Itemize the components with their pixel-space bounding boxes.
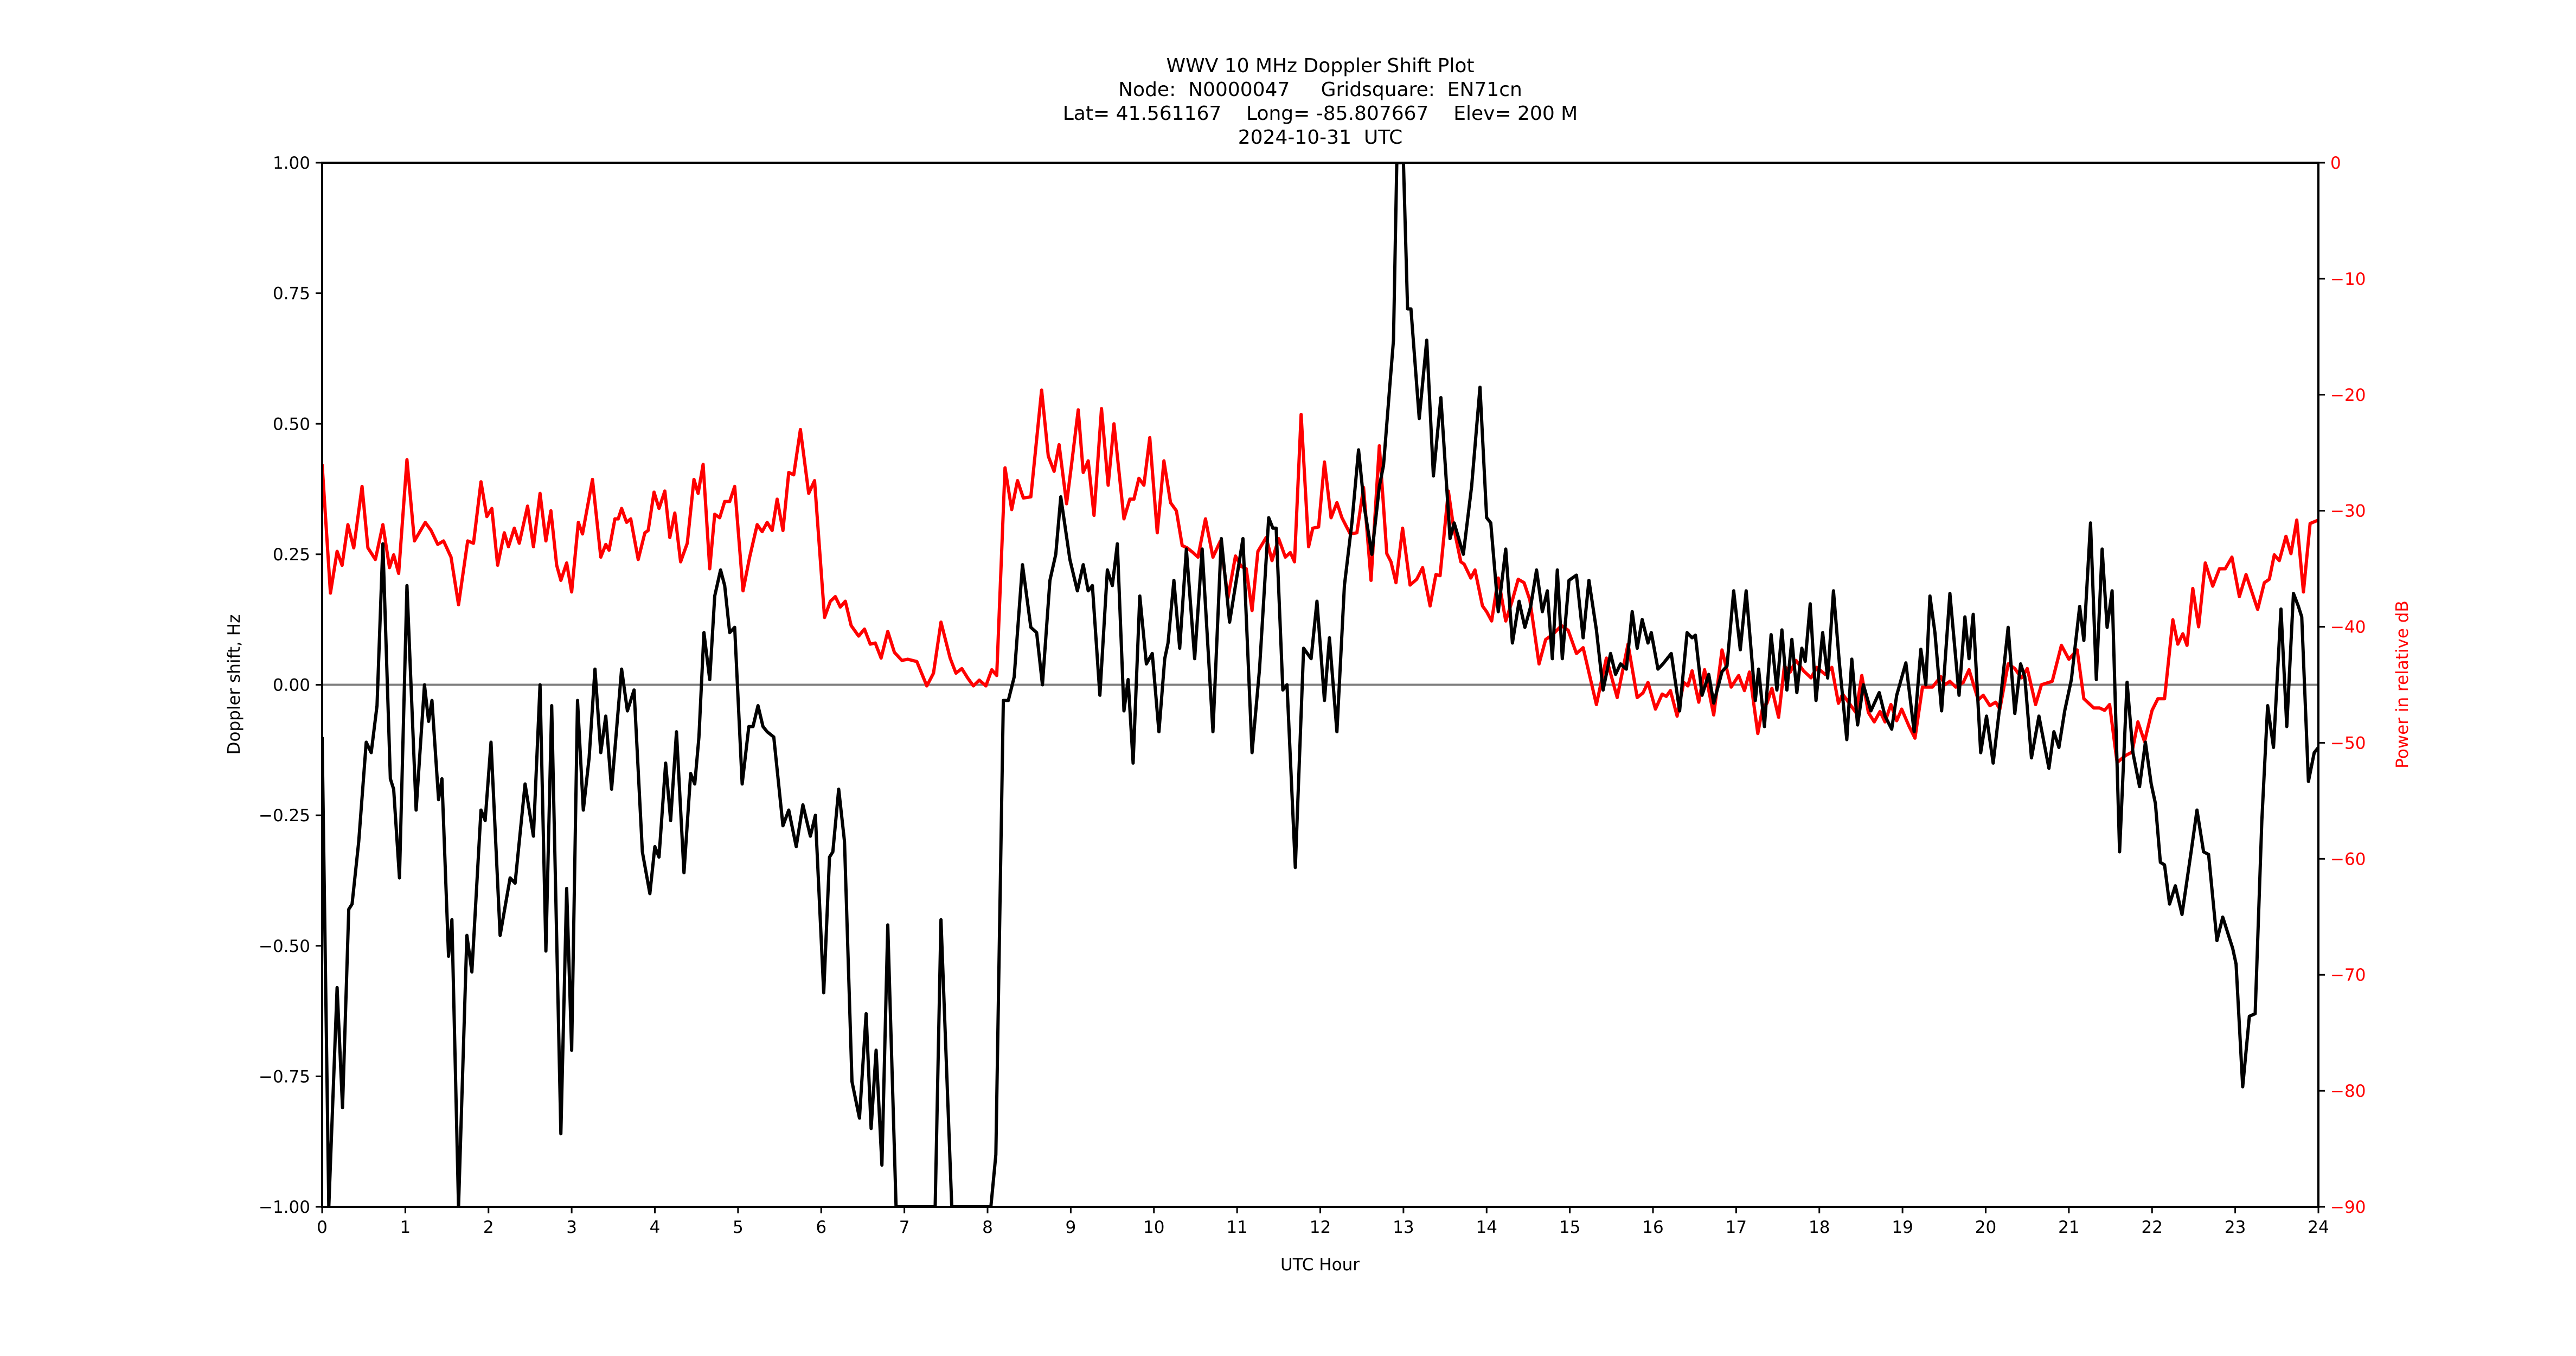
x-tick-label: 13 [1393, 1218, 1414, 1237]
x-tick-label: 21 [2058, 1218, 2079, 1237]
y2-tick-label: −90 [2330, 1198, 2366, 1217]
x-tick-label: 17 [1726, 1218, 1747, 1237]
power-series-line [322, 388, 2318, 764]
y2-tick-label: −30 [2330, 502, 2366, 521]
chart-title: WWV 10 MHz Doppler Shift Plot Node: N000… [322, 54, 2318, 150]
y2-tick-label: 0 [2330, 153, 2341, 173]
right-y-axis-label: Power in relative dB [2393, 600, 2412, 768]
y2-tick-label: −20 [2330, 386, 2366, 405]
y-tick-label: −0.75 [259, 1067, 310, 1086]
y-tick-label: 0.00 [273, 676, 310, 695]
y-tick-label: −0.50 [259, 937, 310, 956]
y-tick-label: 0.50 [273, 414, 310, 434]
x-tick-label: 22 [2142, 1218, 2163, 1237]
x-tick-label: 5 [733, 1218, 744, 1237]
title-node-gridsquare: Node: N0000047 Gridsquare: EN71cn [1118, 79, 1522, 101]
x-tick-label: 4 [650, 1218, 661, 1237]
x-tick-label: 1 [400, 1218, 411, 1237]
x-tick-label: 11 [1226, 1218, 1247, 1237]
doppler-series-line [322, 163, 2318, 1207]
title-location: Lat= 41.561167 Long= -85.807667 Elev= 20… [1062, 103, 1578, 125]
x-tick-label: 10 [1143, 1218, 1164, 1237]
x-tick-label: 20 [1975, 1218, 1996, 1237]
y2-tick-label: −80 [2330, 1082, 2366, 1101]
x-tick-label: 23 [2225, 1218, 2246, 1237]
x-tick-label: 8 [982, 1218, 993, 1237]
x-axis-ticks: 0 1 2 3 4 5 6 7 8 9 10 11 12 13 14 15 16 17 18 19 20 21 22 23 24 [317, 1207, 2329, 1237]
power-line [322, 388, 2318, 764]
y2-tick-label: −60 [2330, 849, 2366, 869]
y2-tick-label: −50 [2330, 733, 2366, 753]
y-tick-label: 0.75 [273, 284, 310, 304]
y-tick-label: −0.25 [259, 806, 310, 826]
x-tick-label: 18 [1809, 1218, 1830, 1237]
x-tick-label: 6 [816, 1218, 826, 1237]
x-tick-label: 3 [566, 1218, 577, 1237]
x-tick-label: 19 [1892, 1218, 1913, 1237]
x-tick-label: 9 [1066, 1218, 1076, 1237]
left-y-axis-ticks: 1.00 0.75 0.50 0.25 0.00 −0.25 −0.50 −0.75 −1.00 [259, 153, 322, 1217]
x-tick-label: 24 [2308, 1218, 2329, 1237]
x-tick-label: 12 [1310, 1218, 1331, 1237]
y2-tick-label: −10 [2330, 270, 2366, 289]
x-tick-label: 0 [317, 1218, 328, 1237]
y-tick-label: −1.00 [259, 1198, 310, 1217]
y2-tick-label: −70 [2330, 965, 2366, 985]
y2-tick-label: −40 [2330, 618, 2366, 637]
x-tick-label: 7 [899, 1218, 910, 1237]
x-tick-label: 2 [483, 1218, 494, 1237]
x-tick-label: 14 [1476, 1218, 1497, 1237]
x-axis-label: UTC Hour [1280, 1255, 1360, 1275]
left-y-axis-label: Doppler shift, Hz [225, 615, 244, 755]
y-tick-label: 1.00 [273, 153, 310, 173]
title-main: WWV 10 MHz Doppler Shift Plot [1166, 55, 1475, 77]
title-date: 2024-10-31 UTC [1238, 126, 1403, 149]
x-tick-label: 16 [1642, 1218, 1663, 1237]
right-y-axis-ticks: 0 −10 −20 −30 −40 −50 −60 −70 −80 −90 [2318, 153, 2366, 1217]
y-tick-label: 0.25 [273, 545, 310, 565]
doppler-line [322, 163, 2318, 1207]
x-tick-label: 15 [1559, 1218, 1580, 1237]
